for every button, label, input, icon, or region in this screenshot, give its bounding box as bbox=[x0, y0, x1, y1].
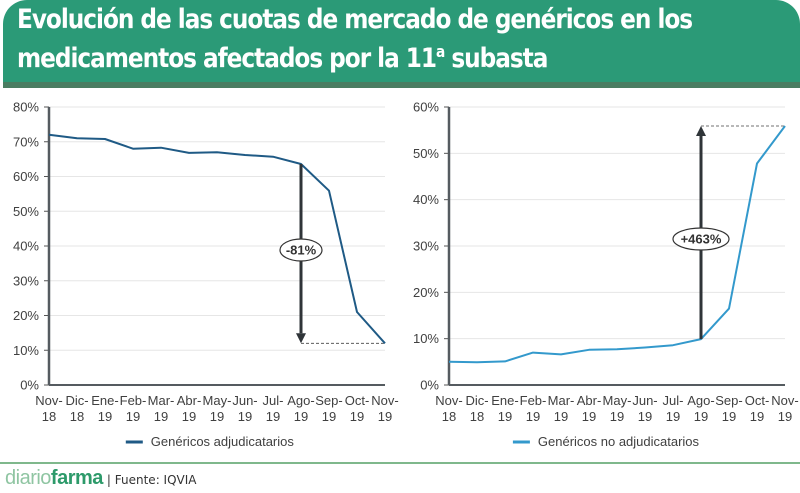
x-tick-label-year: 19 bbox=[378, 409, 392, 424]
chart-genericos-no-adjudicatarios: 0%10%20%30%40%50%60%Nov-18Dic-18Ene-19Fe… bbox=[413, 100, 799, 450]
y-tick-label: 60% bbox=[13, 169, 39, 184]
x-tick-label-year: 19 bbox=[666, 409, 680, 424]
x-tick-label: Sep- bbox=[715, 393, 742, 408]
x-tick-label-year: 18 bbox=[42, 409, 56, 424]
x-tick-label: Nov- bbox=[771, 393, 798, 408]
x-tick-label-year: 19 bbox=[526, 409, 540, 424]
logo-farma: farma bbox=[50, 467, 103, 489]
series-line bbox=[448, 125, 786, 364]
y-tick-label: 10% bbox=[413, 331, 439, 346]
page-title-line-1: Evolución de las cuotas de mercado de ge… bbox=[17, 4, 693, 35]
x-tick-label: Oct- bbox=[745, 393, 770, 408]
x-tick-label-year: 19 bbox=[750, 409, 764, 424]
x-tick-label: Feb- bbox=[120, 393, 147, 408]
x-tick-label-year: 19 bbox=[98, 409, 112, 424]
x-tick-label: Dic- bbox=[65, 393, 88, 408]
x-tick-label-year: 19 bbox=[154, 409, 168, 424]
x-tick-label: Abr- bbox=[577, 393, 602, 408]
x-tick-label: Jul- bbox=[663, 393, 684, 408]
x-tick-label-year: 19 bbox=[126, 409, 140, 424]
x-tick-label: Jun- bbox=[632, 393, 657, 408]
x-tick-label: Jun- bbox=[232, 393, 257, 408]
x-tick-label-year: 19 bbox=[350, 409, 364, 424]
title-ordinal-indicator: a bbox=[436, 42, 445, 61]
title-banner: Evolución de las cuotas de mercado de ge… bbox=[0, 0, 800, 88]
x-tick-label-year: 19 bbox=[210, 409, 224, 424]
title-line-2-text: medicamentos afectados por la 11 bbox=[17, 43, 437, 74]
y-tick-label: 70% bbox=[13, 134, 39, 149]
x-tick-label-year: 19 bbox=[722, 409, 736, 424]
y-tick-label: 80% bbox=[13, 100, 39, 115]
x-tick-label-year: 19 bbox=[554, 409, 568, 424]
y-tick-label: 20% bbox=[13, 308, 39, 323]
x-tick-label: Ene- bbox=[491, 393, 518, 408]
x-tick-label-year: 19 bbox=[294, 409, 308, 424]
x-tick-label-year: 19 bbox=[582, 409, 596, 424]
y-tick-label: 50% bbox=[413, 146, 439, 161]
series-line bbox=[48, 133, 386, 344]
annotation-label-bubble bbox=[672, 227, 730, 251]
x-tick-label: May- bbox=[203, 393, 232, 408]
x-tick-label: Sep- bbox=[315, 393, 342, 408]
y-tick-label: 60% bbox=[413, 100, 439, 115]
title-banner-background bbox=[3, 0, 800, 82]
source-label: | Fuente: IQVIA bbox=[106, 473, 197, 487]
x-tick-label-year: 18 bbox=[442, 409, 456, 424]
y-tick-label: 0% bbox=[420, 378, 439, 393]
x-tick-label: Ago- bbox=[687, 393, 714, 408]
x-tick-label: Abr- bbox=[177, 393, 202, 408]
y-tick-label: 40% bbox=[13, 239, 39, 254]
y-tick-label: 40% bbox=[413, 192, 439, 207]
legend-label: Genéricos no adjudicatarios bbox=[538, 434, 700, 449]
chart-genericos-adjudicatarios: 0%10%20%30%40%50%60%70%80%Nov-18Dic-18En… bbox=[13, 100, 399, 450]
x-tick-label-year: 19 bbox=[610, 409, 624, 424]
x-tick-label: Mar- bbox=[148, 393, 175, 408]
x-tick-label: Nov- bbox=[371, 393, 398, 408]
x-tick-label: Ene- bbox=[91, 393, 118, 408]
x-tick-label: Mar- bbox=[548, 393, 575, 408]
x-tick-label-year: 19 bbox=[266, 409, 280, 424]
x-tick-label: Dic- bbox=[465, 393, 488, 408]
x-tick-label: Feb- bbox=[520, 393, 547, 408]
title-line-2-suffix: subasta bbox=[444, 43, 548, 74]
x-tick-label: Nov- bbox=[435, 393, 462, 408]
x-tick-label: May- bbox=[603, 393, 632, 408]
y-tick-label: 10% bbox=[13, 343, 39, 358]
footer-divider bbox=[0, 462, 800, 464]
x-tick-label: Jul- bbox=[263, 393, 284, 408]
title-banner-stripe bbox=[3, 82, 800, 88]
legend-label: Genéricos adjudicatarios bbox=[151, 434, 295, 449]
annotation-arrow-head bbox=[696, 125, 706, 136]
x-tick-label-year: 18 bbox=[70, 409, 84, 424]
x-tick-label-year: 18 bbox=[470, 409, 484, 424]
x-tick-label: Nov- bbox=[35, 393, 62, 408]
page-title-line-2: medicamentos afectados por la 11a subast… bbox=[17, 42, 548, 74]
x-tick-label-year: 19 bbox=[238, 409, 252, 424]
x-tick-label-year: 19 bbox=[322, 409, 336, 424]
annotation-label: -81% bbox=[286, 243, 317, 258]
y-tick-label: 50% bbox=[13, 204, 39, 219]
footer: diario farma | Fuente: IQVIA bbox=[5, 467, 197, 491]
annotation-label: +463% bbox=[681, 232, 722, 247]
logo-diario: diario bbox=[5, 467, 51, 489]
y-tick-label: 30% bbox=[413, 239, 439, 254]
annotation-label-bubble bbox=[279, 238, 323, 262]
annotation-arrow-head bbox=[296, 333, 306, 344]
y-tick-label: 20% bbox=[413, 285, 439, 300]
y-tick-label: 0% bbox=[20, 378, 39, 393]
x-tick-label: Oct- bbox=[345, 393, 370, 408]
x-tick-label: Ago- bbox=[287, 393, 314, 408]
x-tick-label-year: 19 bbox=[778, 409, 792, 424]
y-tick-label: 30% bbox=[13, 273, 39, 288]
x-tick-label-year: 19 bbox=[638, 409, 652, 424]
x-tick-label-year: 19 bbox=[694, 409, 708, 424]
x-tick-label-year: 19 bbox=[182, 409, 196, 424]
x-tick-label-year: 19 bbox=[498, 409, 512, 424]
